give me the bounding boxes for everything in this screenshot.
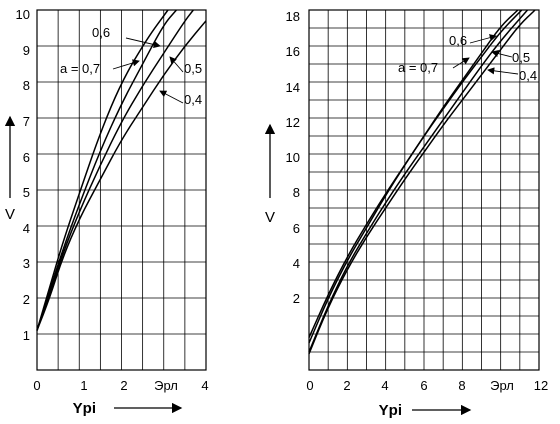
y-axis-label: V [265,209,275,226]
y-tick-label: 8 [293,185,300,200]
x-tick-label: 2 [343,378,350,393]
y-tick-label: 4 [23,221,30,236]
leader-line [159,90,184,104]
chart-right-y-ticks: 2 4 6 8 10 12 14 16 18 20 [286,9,300,306]
y-tick-label: 16 [286,44,300,59]
leader-line [491,50,513,58]
leader-line [169,56,184,73]
x-tick-label: 6 [420,378,427,393]
chart-right: 2 4 6 8 10 12 14 16 18 20 0 2 4 6 8 Эрл … [264,9,548,419]
y-tick-label: 6 [23,150,30,165]
leader-line [469,34,497,44]
chart-left-x-ticks: 0 1 2 Эрл 4 [33,378,208,393]
y-tick-label: 6 [293,221,300,236]
plot-frame [308,9,540,371]
chart-left: 1 2 3 4 5 6 7 8 9 10 0 1 2 Эрл 4 Yрі V 0… [4,7,209,417]
y-tick-label: 7 [23,114,30,129]
x-tick-label: 0 [33,378,40,393]
y-tick-label: 3 [23,256,30,271]
x-tick-label: 12 [534,378,548,393]
y-tick-label: 14 [286,80,300,95]
y-tick-label: 1 [23,328,30,343]
x-tick-label: Эрл [154,378,178,393]
y-tick-label: 5 [23,185,30,200]
chart-right-series [308,9,536,355]
leader-line [487,67,519,75]
series-label: 0,6 [92,25,110,40]
y-tick-label: 2 [23,292,30,307]
x-tick-label: 8 [458,378,465,393]
y-tick-label: 2 [293,291,300,306]
y-axis-label: V [5,206,15,223]
chart-right-annotations: 0,6 а = 0,7 0,5 0,4 [398,33,537,83]
series-label: 0,4 [184,92,202,107]
series-line [308,9,523,338]
y-tick-label: 8 [23,78,30,93]
series-label: а = 0,7 [398,60,438,75]
x-tick-label: 4 [381,378,388,393]
chart-left-series [36,9,207,331]
y-tick-label: 10 [16,7,30,22]
x-tick-label: 4 [201,378,208,393]
y-tick-label: 4 [293,256,300,271]
chart-left-annotations: 0,6 а = 0,7 0,5 0,4 [60,25,202,107]
x-tick-label: Эрл [490,378,514,393]
chart-left-y-ticks: 1 2 3 4 5 6 7 8 9 10 [16,7,30,343]
series-label: 0,5 [184,61,202,76]
series-label: 0,4 [519,68,537,83]
x-axis-label: Yрі [379,402,402,419]
series-label: 0,5 [512,50,530,65]
y-tick-label: 9 [23,43,30,58]
chart-right-x-ticks: 0 2 4 6 8 Эрл 12 [306,378,548,393]
y-tick-label: 18 [286,9,300,24]
chart-left-grid [36,9,207,371]
x-tick-label: 0 [306,378,313,393]
series-line [36,9,177,331]
y-tick-label: 10 [286,150,300,165]
leader-line [452,57,470,69]
series-label: 0,6 [449,33,467,48]
series-line [308,9,536,355]
plot-frame [36,9,207,371]
x-tick-label: 2 [120,378,127,393]
series-line [36,9,194,331]
leader-line [125,37,161,49]
series-line [36,20,207,331]
y-tick-label: 12 [286,115,300,130]
chart-right-grid [308,9,540,371]
x-tick-label: 1 [80,378,87,393]
series-label: а = 0,7 [60,61,100,76]
series-line [36,9,169,331]
x-axis-label: Yрі [73,400,96,417]
series-line [308,9,529,353]
leader-line [112,59,140,70]
